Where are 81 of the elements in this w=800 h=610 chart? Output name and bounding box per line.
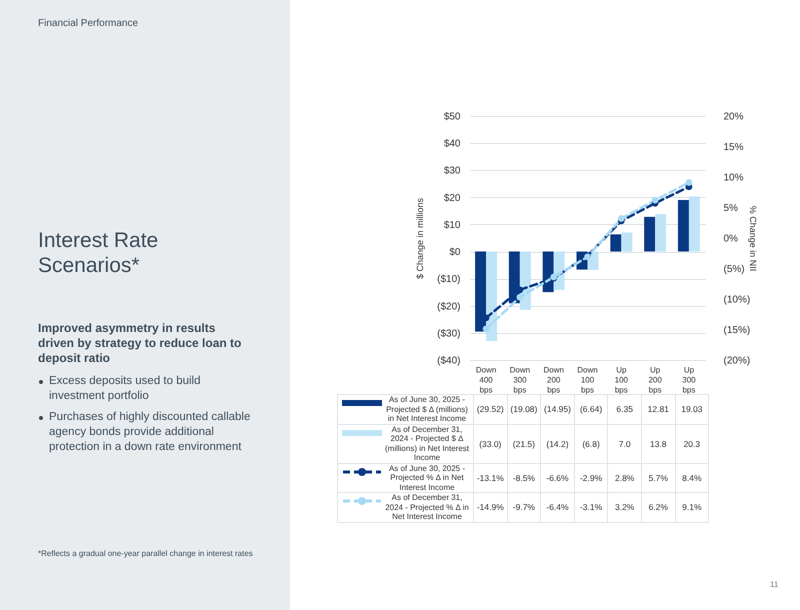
data-label: 8.4%	[675, 463, 709, 492]
data-label: -3.1%	[574, 492, 608, 522]
x-tick-label: Up 200 bps	[648, 366, 662, 394]
data-label: 12.81	[641, 394, 676, 424]
y2-tick-label: 15%	[724, 142, 744, 153]
y-tick-label: $30	[444, 166, 461, 177]
point	[686, 179, 692, 186]
x-tick-label: Up 100 bps	[614, 366, 629, 394]
y2-tick-label: (10%)	[724, 294, 750, 306]
data-label: -6.4%	[540, 492, 574, 522]
data-label: (33.0)	[474, 424, 508, 463]
y2-tick-label: 0%	[724, 234, 738, 244]
data-label: -8.5%	[507, 463, 541, 492]
data-label: 3.2%	[608, 492, 642, 522]
x-tick-label: Down 200 bps	[543, 366, 564, 394]
data-label: -14.9%	[474, 492, 508, 522]
data-label: (6.8)	[574, 424, 608, 463]
point	[618, 215, 625, 222]
point	[516, 294, 524, 301]
point	[652, 196, 658, 204]
text: Interest Rate Scenarios*	[38, 228, 160, 278]
data-label: (21.5)	[507, 424, 541, 463]
text: 11	[770, 580, 778, 589]
point	[482, 326, 490, 332]
y-tick-label: $50	[444, 112, 461, 122]
bar	[644, 216, 656, 252]
legend-label: As of December 31, 2024 - Projected $ Δ (millions) in Net Interest Income	[384, 424, 470, 462]
bar	[678, 200, 689, 252]
y-tick-label: $0	[449, 247, 461, 258]
legend-label: As of June 30, 2025 - Projected % Δ in Net Interest Income	[388, 464, 466, 492]
y-tick-label: ($30)	[437, 328, 460, 340]
data-label: (6.64)	[574, 394, 608, 424]
data-label: 19.03	[675, 394, 709, 424]
bar	[621, 232, 632, 252]
text: Purchases of highly discounted callable agency bonds provide additional protection in a down rate environment	[48, 410, 252, 455]
x-tick-label: Down 100 bps	[577, 366, 598, 394]
bar	[688, 196, 700, 252]
data-label: 20.3	[675, 424, 709, 463]
x-tick-label: Down 400 bps	[476, 366, 496, 394]
y2-tick-label: 20%	[724, 112, 744, 122]
y2-tick-label: 10%	[724, 172, 744, 184]
data-label: (29.52)	[474, 394, 508, 424]
data-label: 13.8	[641, 424, 676, 463]
bar	[486, 252, 498, 342]
y2-axis-title: % Change in NII	[748, 206, 758, 272]
y2-tick-label: (20%)	[724, 356, 750, 366]
data-label: 6.35	[608, 394, 642, 424]
data-label: -6.6%	[540, 463, 574, 492]
data-label: (19.08)	[507, 394, 541, 424]
y2-tick-label: (5%)	[724, 264, 745, 275]
y-axis-title: $ Change in millions	[415, 197, 426, 280]
text: Excess deposits used to build investment portfolio	[48, 374, 202, 404]
y-tick-label: $20	[444, 192, 461, 204]
text: Improved asymmetry in results driven by strategy to reduce loan to deposit ratio	[38, 321, 242, 366]
text: Financial Performance	[38, 18, 138, 29]
data-label: 2.8%	[608, 463, 642, 492]
text: *Reflects a gradual one-year parallel change in interest rates	[38, 548, 254, 559]
bar	[475, 252, 486, 332]
data-label: 7.0	[608, 424, 642, 463]
y-tick-label: $10	[444, 220, 461, 231]
data-label: (14.2)	[540, 424, 574, 463]
data-label: 5.7%	[641, 463, 676, 492]
legend-label: As of June 30, 2025 - Projected $ Δ (millions) in Net Interest Income	[385, 395, 469, 424]
legend-label: As of December 31, 2024 - Projected % Δ in Net Interest Income	[384, 493, 470, 522]
y2-tick-label: 5%	[724, 203, 738, 214]
y2-tick-label: (15%)	[724, 325, 750, 336]
data-label: 6.2%	[641, 492, 676, 522]
y-tick-label: ($40)	[437, 356, 460, 366]
x-tick-label: Down 300 bps	[510, 366, 530, 394]
data-label: -13.1%	[474, 463, 508, 492]
data-label: -9.7%	[507, 492, 541, 522]
x-tick-label: Up 300 bps	[682, 366, 696, 394]
bar	[542, 252, 554, 292]
data-label: (14.95)	[540, 394, 574, 424]
data-label: -2.9%	[574, 463, 608, 492]
y-tick-label: $40	[444, 138, 461, 150]
bar	[610, 234, 622, 252]
y-tick-label: ($10)	[437, 274, 460, 286]
y-tick-label: ($20)	[437, 301, 460, 312]
data-label: 9.1%	[675, 492, 709, 522]
bar	[655, 214, 666, 252]
